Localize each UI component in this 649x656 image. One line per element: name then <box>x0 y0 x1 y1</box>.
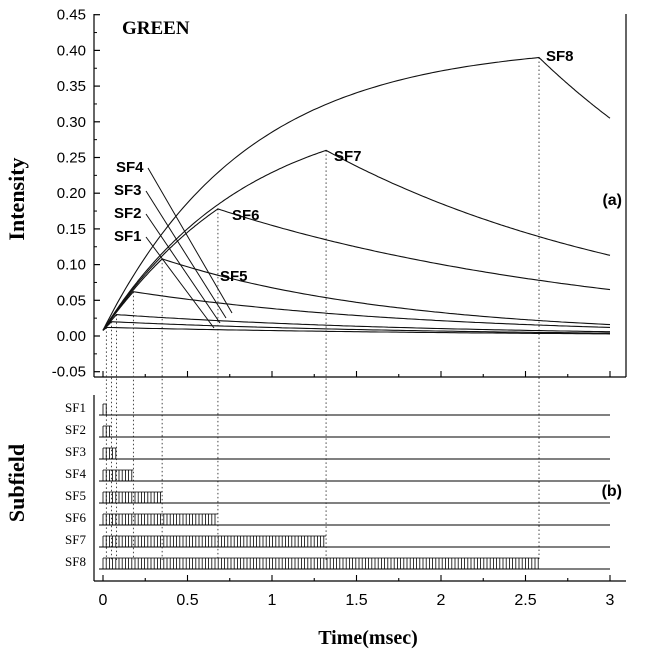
subfield-pulse-train-sf8 <box>102 557 539 569</box>
x-tick-label: 2 <box>437 592 446 609</box>
intensity-x-ticks <box>102 371 611 377</box>
subfield-row-label-sf7: SF7 <box>65 532 86 547</box>
x-tick-label: 3 <box>606 592 615 609</box>
y-tick-label: 0.10 <box>57 257 86 274</box>
subfield-pulse-train-sf2 <box>102 425 112 437</box>
x-tick-label: 2.5 <box>514 592 536 609</box>
curve-label-sf3: SF3 <box>114 182 142 199</box>
leader-line-sf4 <box>147 167 233 314</box>
x-tick-label: 1 <box>268 592 277 609</box>
subfield-row-label-sf4: SF4 <box>65 466 86 481</box>
sf-label-leaders <box>145 167 233 329</box>
y-axis-label-intensity: Intensity <box>4 157 29 240</box>
y-tick-label: 0.25 <box>57 150 86 167</box>
subfield-row-label-sf3: SF3 <box>65 444 86 459</box>
y-tick-label: 0.00 <box>57 328 86 345</box>
subfield-rows: SF1 SF2 SF3 SF4 SF5 SF6 SF7 SF8 <box>65 400 610 570</box>
panel-b-label: (b) <box>602 483 622 500</box>
subfield-pulse-train-sf5 <box>102 491 163 503</box>
curve-label-sf4: SF4 <box>116 159 144 176</box>
y-tick-label: 0.35 <box>57 78 86 95</box>
peak-drop-lines <box>105 57 540 560</box>
subfield-row-label-sf5: SF5 <box>65 488 86 503</box>
leader-line-sf1 <box>145 236 215 329</box>
subfield-pulse-train-sf1 <box>102 403 107 415</box>
sf-curve-labels: SF1 SF2 SF3 SF4 SF5 SF6 SF7 SF8 <box>114 48 574 285</box>
x-tick-label: 0.5 <box>176 592 198 609</box>
intensity-curve-sf8 <box>102 56 611 331</box>
subfield-pulse-train-sf4 <box>102 469 134 481</box>
subfield-pulse-train-sf3 <box>102 447 117 459</box>
y-tick-label: 0.20 <box>57 185 86 202</box>
x-tick-label: 1.5 <box>345 592 367 609</box>
curve-label-sf8: SF8 <box>546 48 574 65</box>
subfield-pulse-train-sf6 <box>102 513 218 525</box>
subfield-row-label-sf8: SF8 <box>65 554 86 569</box>
subfield-panel: 0 0.5 1 1.5 2 2.5 3 SF1 SF2 SF3 SF4 SF5 SF6 SF7 SF8 (… <box>4 395 626 609</box>
subfield-row-label-sf6: SF6 <box>65 510 86 525</box>
subfield-row-label-sf2: SF2 <box>65 422 86 437</box>
leader-line-sf3 <box>145 190 227 319</box>
subfield-pulse-train-sf7 <box>102 535 327 547</box>
curve-label-sf5: SF5 <box>220 268 248 285</box>
panel-a-label: (a) <box>602 192 622 209</box>
intensity-panel: -0.05 0.00 0.05 0.10 0.15 0.20 0.25 0.30 0.35 0.4… <box>4 7 627 560</box>
subfield-row-label-sf1: SF1 <box>65 400 86 415</box>
y-tick-label: 0.40 <box>57 42 86 59</box>
x-axis-label-time: Time(msec) <box>318 627 418 649</box>
curve-label-sf2: SF2 <box>114 205 142 222</box>
curve-label-sf7: SF7 <box>334 148 362 165</box>
curve-label-sf6: SF6 <box>232 207 260 224</box>
x-tick-label: 0 <box>99 592 108 609</box>
intensity-y-ticks: -0.05 0.00 0.05 0.10 0.15 0.20 0.25 0.30 0.35 0.4… <box>52 7 100 381</box>
chart-title: GREEN <box>122 18 190 39</box>
y-tick-label: 0.45 <box>57 7 86 24</box>
y-axis-label-subfield: Subfield <box>4 444 29 522</box>
y-tick-label: 0.30 <box>57 114 86 131</box>
leader-line-sf2 <box>145 213 221 324</box>
intensity-curve-sf7 <box>102 149 611 331</box>
y-tick-label: 0.05 <box>57 292 86 309</box>
y-tick-label: -0.05 <box>52 364 86 381</box>
y-tick-label: 0.15 <box>57 221 86 238</box>
intensity-curve-sf6 <box>102 208 611 331</box>
curve-label-sf1: SF1 <box>114 228 142 245</box>
subfield-x-ticks: 0 0.5 1 1.5 2 2.5 3 <box>99 575 615 609</box>
